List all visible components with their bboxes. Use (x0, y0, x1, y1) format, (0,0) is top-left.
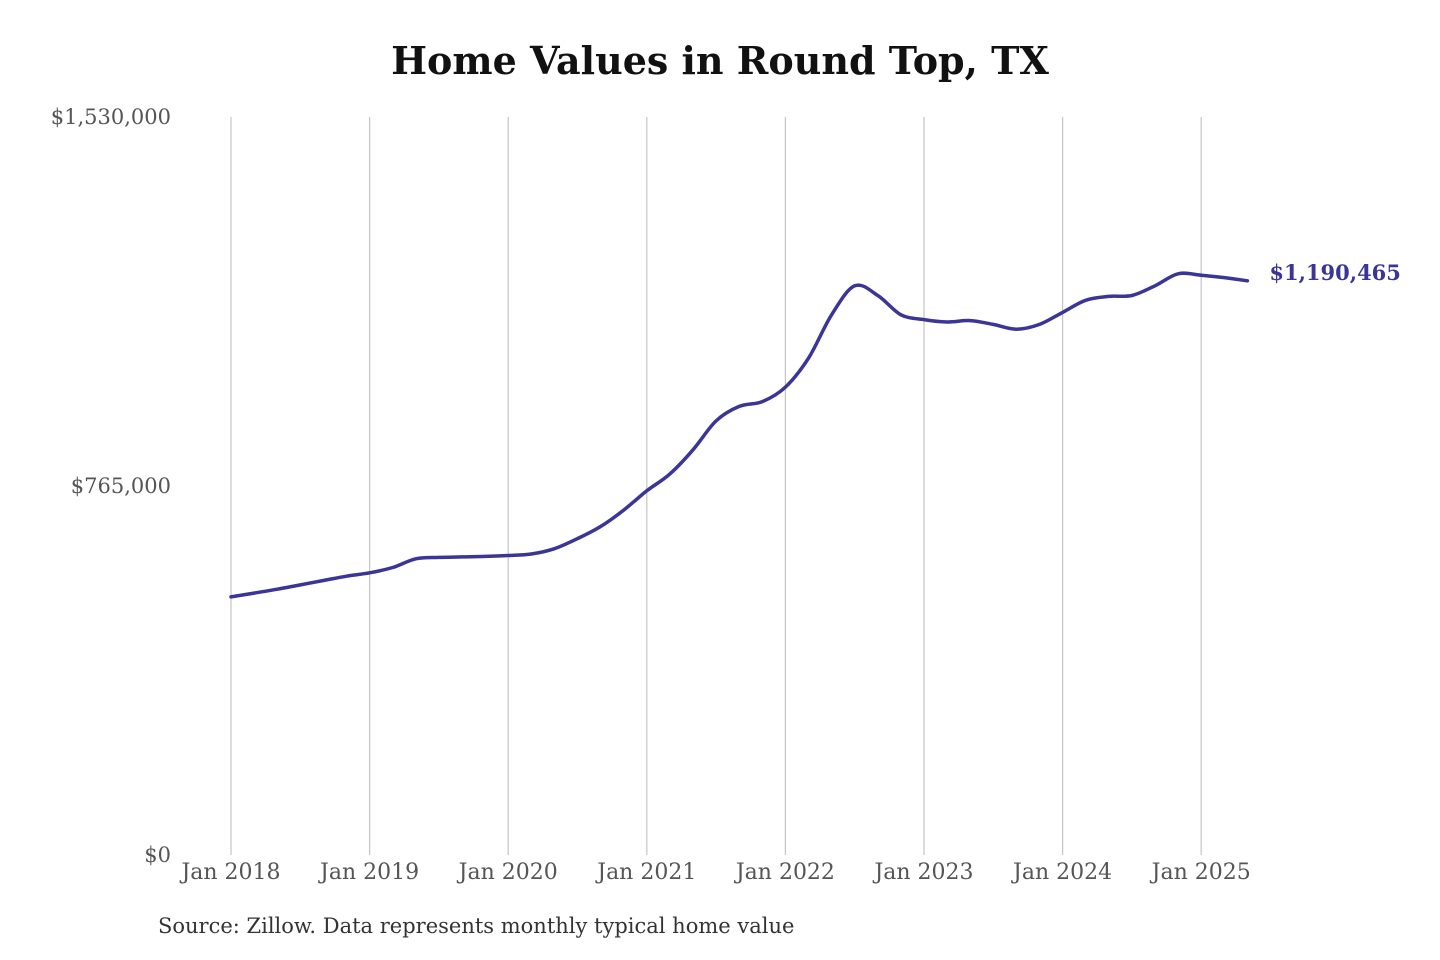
x-tick-label: Jan 2020 (457, 860, 558, 885)
x-tick-label: Jan 2019 (318, 860, 419, 885)
x-tick-label: Jan 2022 (734, 860, 835, 885)
y-axis-tick-labels: $1,530,000 $765,000 $0 (51, 105, 171, 867)
data-labels: $1,190,465 (1269, 260, 1401, 285)
series-layer (229, 271, 1250, 599)
x-tick-label: Jan 2023 (872, 860, 973, 885)
x-tick-label: Jan 2018 (179, 860, 280, 885)
gridlines (230, 117, 1202, 855)
y-tick-label: $0 (144, 843, 171, 867)
end-value-label: $1,190,465 (1269, 260, 1401, 285)
y-tick-label: $765,000 (71, 474, 171, 498)
x-tick-label: Jan 2021 (595, 860, 696, 885)
x-axis-tick-labels: Jan 2018 Jan 2019 Jan 2020 Jan 2021 Jan 2022… (179, 860, 1250, 885)
x-tick-label: Jan 2025 (1150, 860, 1251, 885)
chart-title: Home Values in Round Top, TX (391, 38, 1049, 83)
x-tick-label: Jan 2024 (1011, 860, 1112, 885)
series-line-0 (229, 271, 1250, 599)
y-tick-label: $1,530,000 (51, 105, 171, 129)
source-note: Source: Zillow. Data represents monthly … (158, 914, 795, 938)
